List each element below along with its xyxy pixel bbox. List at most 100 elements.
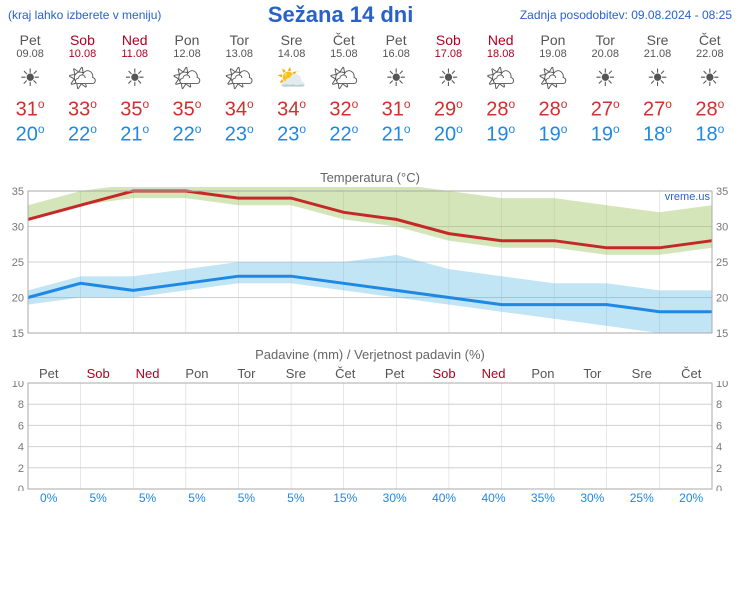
day-col: Pet09.08 bbox=[4, 32, 56, 60]
day-name: Pet bbox=[370, 32, 422, 48]
svg-text:0: 0 bbox=[18, 484, 24, 491]
temp-high: 33o bbox=[56, 97, 108, 122]
temp-low: 19o bbox=[527, 122, 579, 147]
weather-icon: ⛅ bbox=[265, 64, 317, 93]
temp-high: 35o bbox=[109, 97, 161, 122]
day-date: 15.08 bbox=[318, 48, 370, 60]
weather-icon: ☀ bbox=[370, 64, 422, 93]
weather-icon: 🌤 bbox=[527, 64, 579, 93]
precip-probability: 5% bbox=[271, 491, 320, 505]
svg-text:8: 8 bbox=[716, 400, 722, 412]
precip-probability: 40% bbox=[419, 491, 468, 505]
day-date: 19.08 bbox=[527, 48, 579, 60]
temp-chart-title: Temperatura (°C) bbox=[0, 170, 740, 185]
precip-probability: 20% bbox=[666, 491, 715, 505]
precip-days-row: PetSobNedPonTorSreČetPetSobNedPonTorSreČ… bbox=[0, 364, 740, 381]
day-col: Tor13.08 bbox=[213, 32, 265, 60]
day-date: 11.08 bbox=[109, 48, 161, 60]
weather-icon: 🌤 bbox=[213, 64, 265, 93]
day-date: 13.08 bbox=[213, 48, 265, 60]
temp-low: 20o bbox=[4, 122, 56, 147]
day-date: 20.08 bbox=[579, 48, 631, 60]
svg-text:20: 20 bbox=[12, 293, 24, 305]
precip-probability: 5% bbox=[123, 491, 172, 505]
day-name: Pon bbox=[527, 32, 579, 48]
precip-pct-row: 0%5%5%5%5%5%15%30%40%40%35%30%25%20% bbox=[0, 491, 740, 505]
svg-text:4: 4 bbox=[716, 442, 722, 454]
precip-day: Čet bbox=[321, 366, 370, 381]
temp-high: 29o bbox=[422, 97, 474, 122]
temp-low: 22o bbox=[318, 122, 370, 147]
temp-low: 23o bbox=[213, 122, 265, 147]
weather-icon: ☀ bbox=[422, 64, 474, 93]
day-date: 12.08 bbox=[161, 48, 213, 60]
svg-text:25: 25 bbox=[716, 257, 728, 269]
day-col: Ned18.08 bbox=[475, 32, 527, 60]
day-date: 16.08 bbox=[370, 48, 422, 60]
svg-text:15: 15 bbox=[12, 328, 24, 337]
day-col: Pon12.08 bbox=[161, 32, 213, 60]
weather-icon: 🌤 bbox=[475, 64, 527, 93]
svg-text:2: 2 bbox=[18, 463, 24, 475]
precip-day: Sob bbox=[419, 366, 468, 381]
day-date: 17.08 bbox=[422, 48, 474, 60]
precip-probability: 5% bbox=[73, 491, 122, 505]
precip-day: Čet bbox=[666, 366, 715, 381]
svg-text:30: 30 bbox=[716, 222, 728, 234]
day-col: Ned11.08 bbox=[109, 32, 161, 60]
temp-low: 21o bbox=[109, 122, 161, 147]
day-col: Sre14.08 bbox=[265, 32, 317, 60]
temp-chart: vreme.us 15152020252530303535 bbox=[0, 187, 740, 337]
svg-text:6: 6 bbox=[716, 421, 722, 433]
precip-day: Pet bbox=[370, 366, 419, 381]
svg-text:10: 10 bbox=[12, 381, 24, 390]
precip-day: Ned bbox=[469, 366, 518, 381]
precip-probability: 35% bbox=[518, 491, 567, 505]
precip-day: Sre bbox=[617, 366, 666, 381]
temp-low: 21o bbox=[370, 122, 422, 147]
temp-hi-row: 31o33o35o35o34o34o32o31o29o28o28o27o27o2… bbox=[0, 97, 740, 122]
temp-high: 34o bbox=[265, 97, 317, 122]
day-name: Sob bbox=[56, 32, 108, 48]
precip-probability: 5% bbox=[172, 491, 221, 505]
last-updated: Zadnja posodobitev: 09.08.2024 - 08:25 bbox=[520, 8, 732, 22]
precip-day: Tor bbox=[222, 366, 271, 381]
day-date: 10.08 bbox=[56, 48, 108, 60]
temp-high: 28o bbox=[475, 97, 527, 122]
temp-high: 28o bbox=[527, 97, 579, 122]
weather-icon: ☀ bbox=[684, 64, 736, 93]
svg-text:20: 20 bbox=[716, 293, 728, 305]
day-col: Sre21.08 bbox=[631, 32, 683, 60]
precip-day: Pon bbox=[518, 366, 567, 381]
day-date: 22.08 bbox=[684, 48, 736, 60]
svg-text:35: 35 bbox=[12, 187, 24, 198]
temp-high: 31o bbox=[370, 97, 422, 122]
temp-high: 35o bbox=[161, 97, 213, 122]
weather-icon: ☀ bbox=[109, 64, 161, 93]
svg-text:4: 4 bbox=[18, 442, 24, 454]
day-name: Čet bbox=[684, 32, 736, 48]
day-date: 14.08 bbox=[265, 48, 317, 60]
day-col: Čet15.08 bbox=[318, 32, 370, 60]
weather-icon: ☀ bbox=[4, 64, 56, 93]
day-date: 21.08 bbox=[631, 48, 683, 60]
precip-probability: 40% bbox=[469, 491, 518, 505]
weather-icon: 🌤 bbox=[56, 64, 108, 93]
temp-lo-row: 20o22o21o22o23o23o22o21o20o19o19o19o18o1… bbox=[0, 122, 740, 147]
precip-probability: 30% bbox=[370, 491, 419, 505]
precip-probability: 5% bbox=[222, 491, 271, 505]
precip-probability: 25% bbox=[617, 491, 666, 505]
day-col: Tor20.08 bbox=[579, 32, 631, 60]
precip-probability: 0% bbox=[24, 491, 73, 505]
temp-high: 28o bbox=[684, 97, 736, 122]
day-name: Sre bbox=[631, 32, 683, 48]
svg-text:2: 2 bbox=[716, 463, 722, 475]
temp-low: 23o bbox=[265, 122, 317, 147]
weather-icon: ☀ bbox=[579, 64, 631, 93]
svg-text:15: 15 bbox=[716, 328, 728, 337]
precip-probability: 30% bbox=[568, 491, 617, 505]
temp-low: 22o bbox=[56, 122, 108, 147]
watermark: vreme.us bbox=[665, 191, 710, 203]
header: (kraj lahko izberete v meniju) Sežana 14… bbox=[0, 0, 740, 30]
day-col: Pet16.08 bbox=[370, 32, 422, 60]
